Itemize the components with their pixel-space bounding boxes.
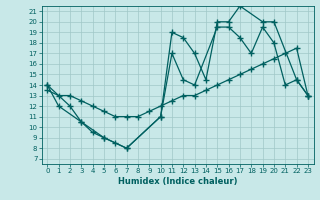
X-axis label: Humidex (Indice chaleur): Humidex (Indice chaleur) [118,177,237,186]
